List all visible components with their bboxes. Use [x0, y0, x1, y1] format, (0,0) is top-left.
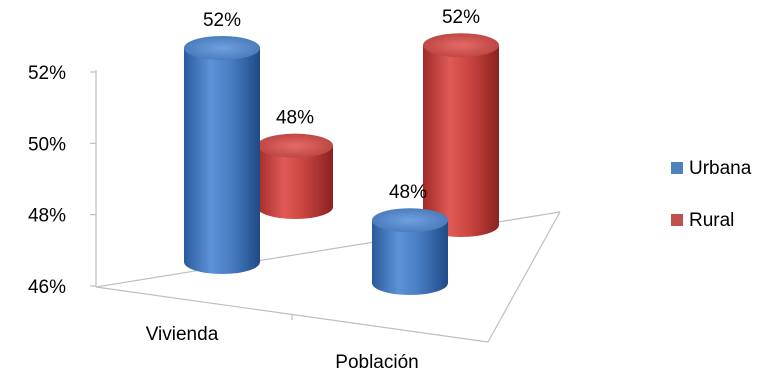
x-tick-label: Población	[335, 352, 418, 372]
bar-top	[257, 133, 333, 158]
bar-body	[184, 48, 260, 274]
floor-right-edge	[487, 211, 561, 343]
legend: Urbana Rural	[671, 158, 752, 231]
legend-item-urbana: Urbana	[671, 158, 752, 179]
legend-swatch	[671, 162, 683, 174]
bar-rural-1	[257, 133, 333, 219]
bars	[184, 33, 499, 295]
y-tick-label: 46%	[28, 277, 66, 298]
data-label: 48%	[276, 108, 314, 129]
legend-swatch	[671, 214, 683, 226]
bar-urbana-1	[184, 36, 260, 274]
y-tick-label: 52%	[28, 63, 66, 84]
y-ticks: 46% 48% 50% 52%	[28, 63, 96, 298]
bar-body	[257, 145, 333, 219]
data-label: 52%	[442, 7, 480, 28]
y-tick-label: 50%	[28, 134, 66, 155]
bar-top	[184, 36, 260, 60]
axes: 46% 48% 50% 52% Vivienda Población	[28, 63, 561, 372]
legend-label: Urbana	[689, 158, 752, 179]
bar-rural-2	[423, 33, 499, 237]
x-tick-label: Vivienda	[146, 324, 219, 345]
bar-top	[372, 208, 448, 233]
x-ticks: Vivienda Población	[146, 314, 419, 372]
bar-body	[372, 220, 448, 295]
legend-label: Rural	[689, 210, 734, 231]
data-label: 48%	[389, 182, 427, 203]
bar-urbana-2	[372, 208, 448, 295]
y-tick-label: 48%	[28, 206, 66, 227]
bar-top	[423, 33, 499, 58]
data-labels: 48% 52% 52% 48%	[203, 7, 480, 203]
legend-item-rural: Rural	[671, 210, 734, 231]
bar-body	[423, 45, 499, 237]
data-label: 52%	[203, 10, 241, 31]
